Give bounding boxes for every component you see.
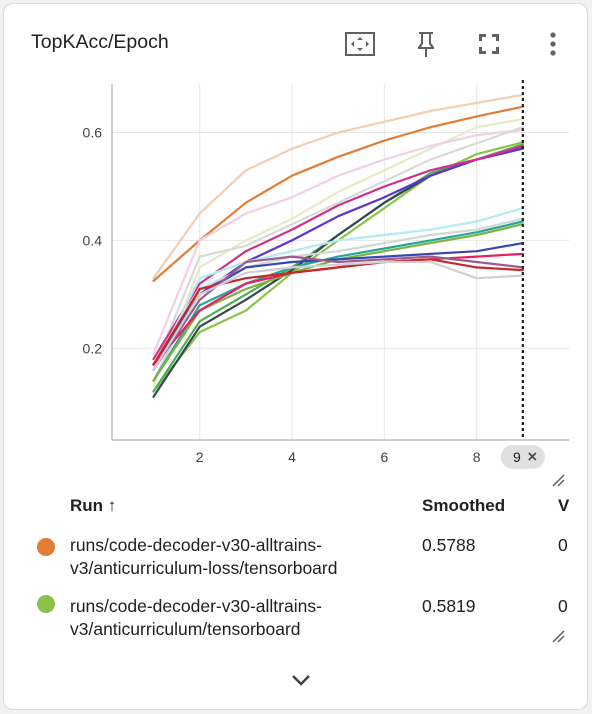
value-cell: 0 [558, 596, 568, 616]
close-icon [528, 452, 537, 461]
fullscreen-button[interactable] [471, 26, 507, 62]
fit-domain-button[interactable] [342, 26, 378, 62]
series-line [152, 220, 524, 382]
column-header-run[interactable]: Run ↑ [70, 496, 117, 515]
run-name: runs/code-decoder-v30-alltrains-v3/antic… [70, 596, 322, 639]
column-header-value[interactable]: V [558, 496, 570, 515]
series-line [152, 118, 524, 388]
fit-domain-icon [345, 32, 375, 56]
column-header-smoothed[interactable]: Smoothed [422, 496, 506, 515]
run-name: runs/code-decoder-v30-alltrains-v3/antic… [70, 535, 338, 578]
chart-area[interactable]: 0.2 0.4 0.6 2 4 6 8 9 [4, 4, 587, 474]
hover-x-badge [500, 445, 545, 469]
pin-icon [418, 32, 434, 57]
series-line [152, 258, 524, 366]
x-tick-label: 6 [380, 449, 388, 465]
series-line [152, 217, 524, 382]
series-line [152, 260, 524, 371]
series-line [152, 255, 524, 371]
series-line [152, 126, 524, 371]
resize-handle-icon[interactable] [551, 629, 565, 643]
y-tick-label: 0.6 [83, 125, 103, 141]
chart-title: TopKAcc/Epoch [31, 31, 169, 53]
value-cell: 0 [558, 535, 568, 555]
fullscreen-icon [479, 34, 499, 54]
series-line [152, 147, 524, 366]
expand-more-icon[interactable] [286, 668, 316, 692]
series-line [152, 207, 524, 371]
pin-button[interactable] [408, 26, 444, 62]
y-tick-label: 0.2 [83, 340, 103, 356]
more-options-button[interactable] [535, 26, 571, 62]
series-line [152, 128, 524, 355]
y-tick-label: 0.4 [83, 232, 103, 248]
x-tick-label: 2 [196, 449, 204, 465]
series-line [152, 223, 524, 382]
smoothed-value: 0.5788 [422, 535, 476, 555]
run-color-swatch [37, 595, 55, 613]
x-tick-label: 4 [288, 449, 296, 465]
line-chart[interactable]: 0.2 0.4 0.6 2 4 6 8 9 [4, 4, 587, 474]
scalar-card: TopKAcc/Epoch 0.2 0.4 0.6 2 4 6 8 9 Run ↑ Smoot… [3, 3, 588, 710]
more-vert-icon [550, 32, 556, 56]
run-color-swatch [37, 538, 55, 556]
series-line [152, 146, 524, 398]
hover-x-label: 9 [513, 449, 521, 465]
series-line [152, 105, 524, 282]
resize-handle-icon[interactable] [551, 473, 565, 487]
smoothed-value: 0.5819 [422, 596, 476, 616]
series-line [152, 93, 524, 280]
x-tick-label: 8 [473, 449, 481, 465]
